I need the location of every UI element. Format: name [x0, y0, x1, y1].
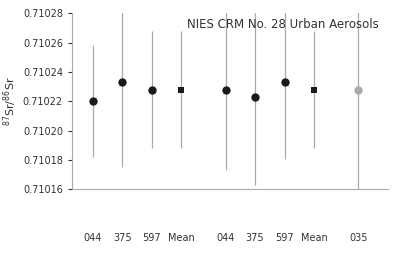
Text: 044: 044 — [84, 233, 102, 244]
Text: Mean: Mean — [168, 233, 195, 244]
Text: Mean: Mean — [301, 233, 328, 244]
Text: 044: 044 — [216, 233, 235, 244]
Y-axis label: $^{87}$Sr/$^{86}$Sr: $^{87}$Sr/$^{86}$Sr — [1, 77, 19, 126]
Text: 375: 375 — [246, 233, 264, 244]
Text: 375: 375 — [113, 233, 132, 244]
Text: 597: 597 — [275, 233, 294, 244]
Text: 597: 597 — [142, 233, 161, 244]
Text: NIES CRM No. 28 Urban Aerosols: NIES CRM No. 28 Urban Aerosols — [187, 18, 378, 32]
Text: 035: 035 — [349, 233, 368, 244]
